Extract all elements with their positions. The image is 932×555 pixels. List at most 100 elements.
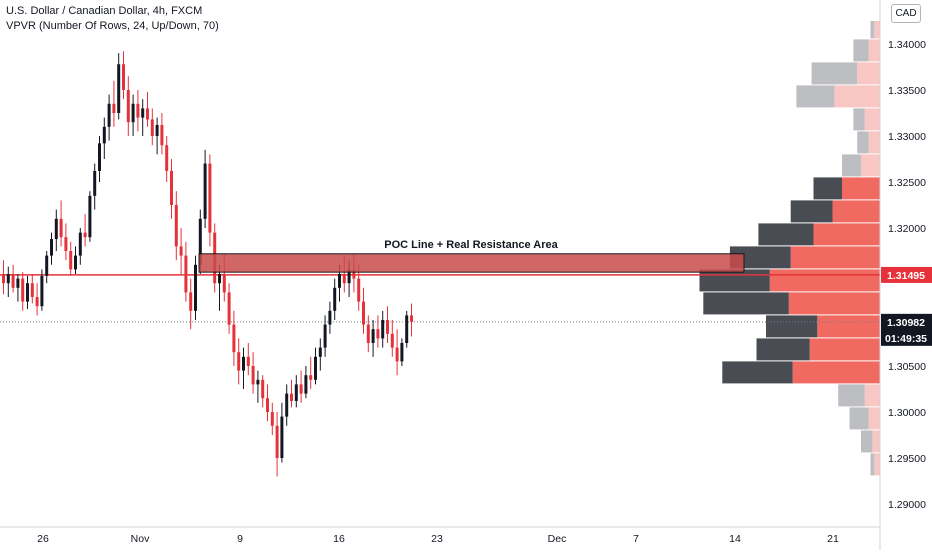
current-price-tag-text: 1.30982 (887, 317, 925, 329)
candle[interactable] (174, 191, 178, 261)
candle[interactable] (232, 310, 236, 366)
candle[interactable] (102, 117, 106, 159)
candlesticks[interactable] (2, 51, 413, 477)
candle[interactable] (150, 108, 154, 146)
candle[interactable] (98, 136, 101, 182)
candle[interactable] (390, 320, 394, 357)
candle[interactable] (146, 91, 149, 127)
price-tick-label: 1.32500 (888, 177, 926, 189)
time-tick-label: 7 (633, 533, 639, 545)
candle[interactable] (107, 94, 111, 141)
candle[interactable] (26, 275, 29, 309)
candle[interactable] (69, 241, 73, 276)
candle[interactable] (131, 94, 135, 136)
candle-body (386, 320, 389, 334)
candle[interactable] (280, 402, 284, 463)
candle[interactable] (54, 209, 58, 251)
candle[interactable] (275, 412, 279, 477)
candle-body (122, 64, 125, 90)
candle[interactable] (30, 274, 34, 304)
candle[interactable] (227, 283, 231, 334)
candle[interactable] (179, 228, 183, 274)
candle[interactable] (251, 352, 255, 394)
candle-body (376, 329, 380, 339)
candle[interactable] (290, 379, 293, 408)
candle[interactable] (21, 272, 25, 311)
candle[interactable] (189, 278, 193, 330)
candle[interactable] (64, 223, 68, 261)
candle[interactable] (74, 246, 77, 274)
candle-body (102, 126, 106, 144)
candle[interactable] (309, 356, 313, 389)
candle[interactable] (366, 315, 370, 353)
candle-body (6, 274, 10, 284)
vp-row-up (766, 315, 818, 338)
candle[interactable] (242, 347, 245, 389)
candle[interactable] (333, 278, 337, 320)
candle[interactable] (323, 315, 327, 357)
candle[interactable] (194, 255, 197, 320)
candle[interactable] (208, 154, 212, 247)
candle[interactable] (294, 375, 298, 408)
candle[interactable] (165, 136, 169, 182)
candle[interactable] (237, 338, 241, 385)
candle-body (40, 275, 44, 307)
candle[interactable] (155, 117, 159, 155)
candle[interactable] (93, 163, 97, 210)
vp-row-down (809, 338, 880, 361)
candle[interactable] (40, 269, 44, 311)
candle[interactable] (203, 149, 207, 228)
candle[interactable] (261, 375, 265, 408)
candle[interactable] (266, 384, 269, 422)
candle[interactable] (314, 347, 317, 385)
indicator-title[interactable]: VPVR (Number Of Rows, 24, Up/Down, 70) (6, 20, 219, 32)
candle-body (227, 292, 231, 325)
candle-body (362, 301, 365, 325)
candle[interactable] (318, 338, 322, 371)
candle[interactable] (141, 99, 145, 136)
candle[interactable] (2, 260, 5, 295)
candle[interactable] (184, 241, 188, 302)
symbol-title[interactable]: U.S. Dollar / Canadian Dollar, 4h, FXCM (6, 5, 203, 17)
resistance-area-box[interactable] (198, 253, 745, 273)
candle[interactable] (59, 200, 63, 247)
candle[interactable] (400, 338, 404, 366)
candle[interactable] (256, 370, 260, 403)
vp-row-up (842, 154, 861, 177)
candle[interactable] (88, 191, 92, 242)
candle[interactable] (11, 264, 15, 293)
candle[interactable] (410, 303, 413, 337)
candle[interactable] (371, 320, 375, 357)
candle[interactable] (270, 402, 274, 435)
candle[interactable] (376, 315, 380, 348)
candle[interactable] (381, 310, 385, 348)
candle[interactable] (35, 283, 39, 316)
candle[interactable] (299, 370, 303, 403)
candle[interactable] (304, 366, 308, 399)
candle[interactable] (136, 90, 140, 132)
candle[interactable] (395, 329, 399, 376)
candle[interactable] (117, 53, 121, 120)
candle[interactable] (170, 159, 173, 219)
candle[interactable] (6, 266, 10, 297)
time-axis[interactable]: 26 Nov 9 16 23 Dec 7 14 21 (37, 533, 839, 545)
candle[interactable] (16, 274, 20, 302)
candle[interactable] (122, 51, 125, 100)
candle[interactable] (246, 343, 250, 376)
candle[interactable] (112, 80, 116, 127)
candle[interactable] (405, 310, 409, 348)
candle[interactable] (328, 301, 332, 334)
candle[interactable] (362, 287, 365, 334)
candle[interactable] (126, 76, 130, 136)
candle[interactable] (160, 113, 164, 155)
currency-button[interactable]: CAD (891, 4, 921, 23)
candle[interactable] (45, 251, 49, 284)
vp-row-up (870, 21, 875, 39)
candle[interactable] (83, 214, 87, 247)
candle[interactable] (285, 384, 289, 426)
candle[interactable] (386, 306, 389, 343)
candle[interactable] (50, 232, 53, 265)
candle[interactable] (78, 228, 82, 265)
